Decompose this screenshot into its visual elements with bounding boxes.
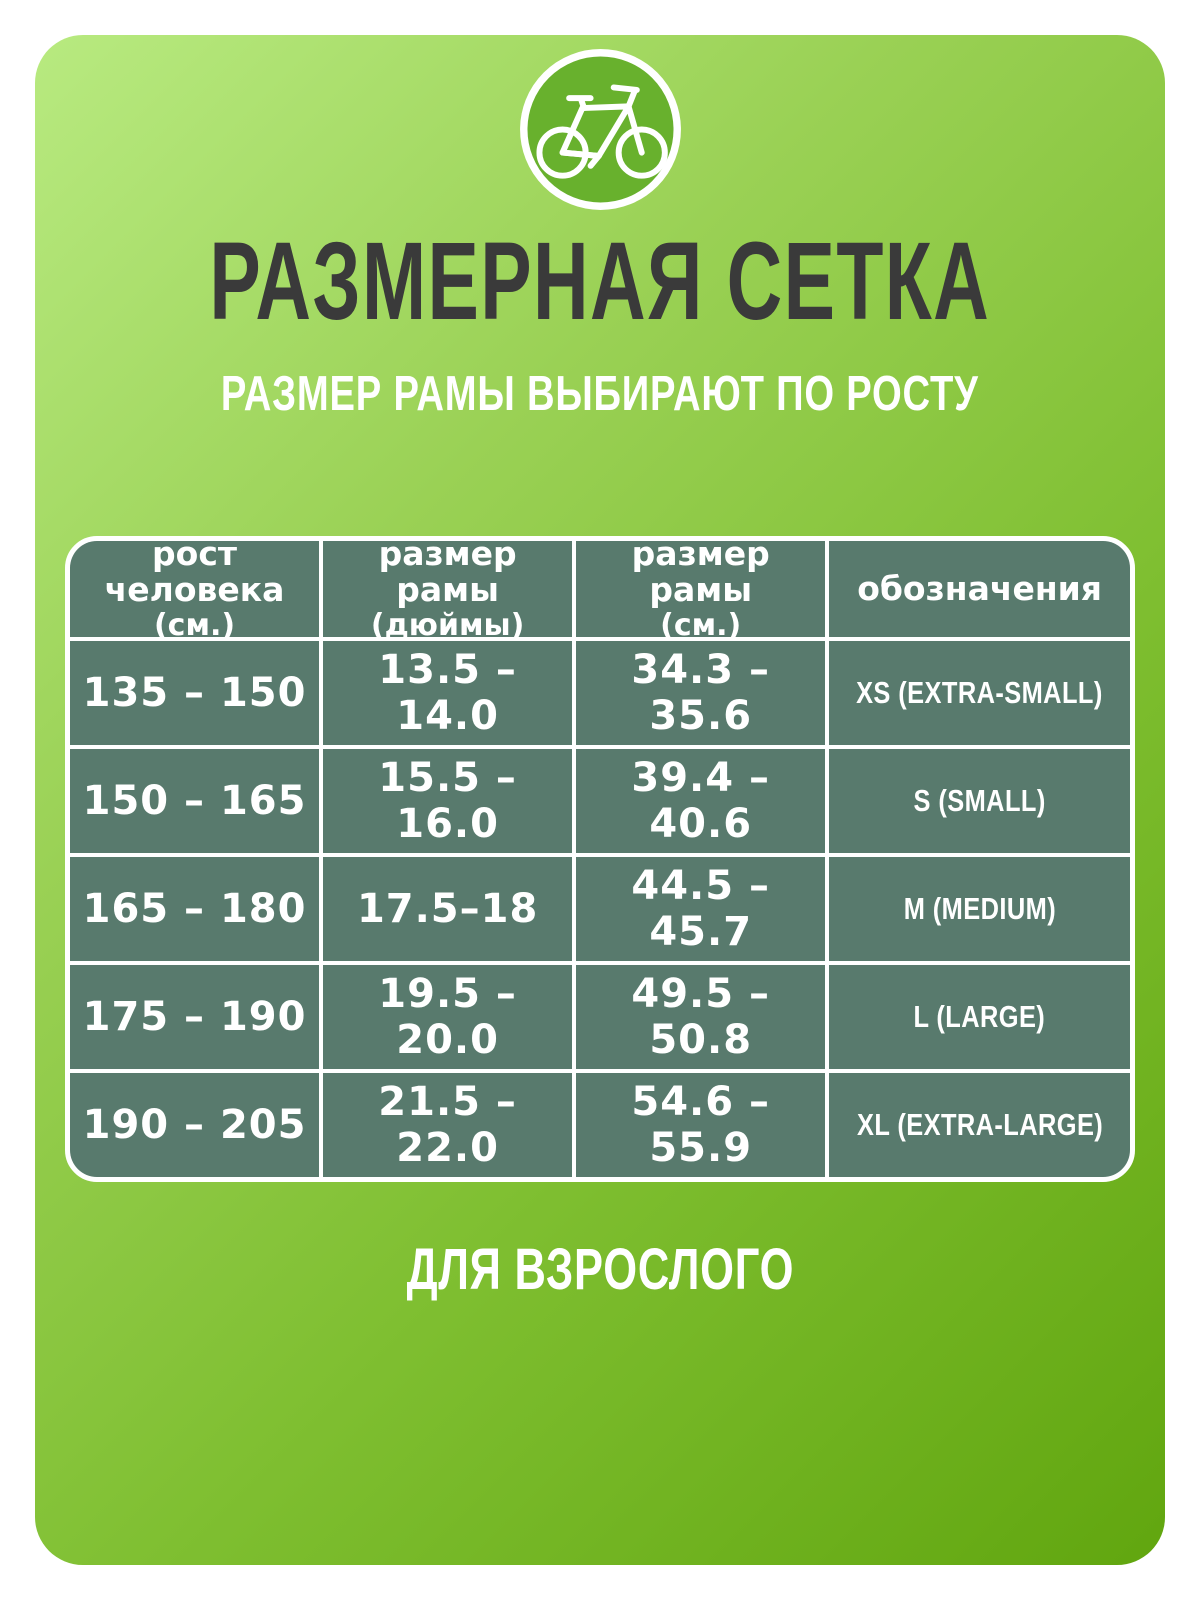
footer-label: ДЛЯ ВЗРОСЛОГО (406, 1237, 794, 1302)
header-line1: размер рамы (631, 536, 770, 609)
cell-frame-cm: 49.5 – 50.8 (576, 965, 826, 1069)
cell-frame-inches: 15.5 – 16.0 (323, 749, 573, 853)
cell-frame-inches: 19.5 – 20.0 (323, 965, 573, 1069)
header-designation: обозначения (829, 541, 1130, 637)
header-line2: (см.) (153, 608, 236, 643)
cell-frame-cm: 39.4 – 40.6 (576, 749, 826, 853)
header-line2: (дюймы) (370, 608, 525, 643)
page-title: РАЗМЕРНАЯ СЕТКА (209, 220, 991, 343)
cell-height-cm: 190 – 205 (70, 1073, 320, 1177)
title-row: РАЗМЕРНАЯ СЕТКА (35, 226, 1165, 338)
icon-area (35, 35, 1165, 212)
cell-height-cm: 165 – 180 (70, 857, 320, 961)
cell-frame-cm: 54.6 – 55.9 (576, 1073, 826, 1177)
size-chart-card: РАЗМЕРНАЯ СЕТКА РАЗМЕР РАМЫ ВЫБИРАЮТ ПО … (35, 35, 1165, 1565)
header-line1: размер рамы (378, 536, 517, 609)
cell-frame-inches: 17.5–18 (323, 857, 573, 961)
cell-frame-cm: 34.3 – 35.6 (576, 641, 826, 745)
bicycle-icon (518, 47, 683, 212)
subtitle-row: РАЗМЕР РАМЫ ВЫБИРАЮТ ПО РОСТУ (35, 368, 1165, 420)
size-table: рост человека (см.) размер рамы (дюймы) … (65, 536, 1135, 1182)
header-line2: (см.) (660, 608, 742, 643)
cell-size-label: L (LARGE) (829, 965, 1130, 1069)
cell-frame-inches: 21.5 – 22.0 (323, 1073, 573, 1177)
header-line1: рост человека (104, 536, 285, 609)
cell-frame-cm: 44.5 – 45.7 (576, 857, 826, 961)
cell-height-cm: 175 – 190 (70, 965, 320, 1069)
header-frame-cm: размер рамы (см.) (576, 541, 826, 642)
cell-size-label: XS (EXTRA-SMALL) (829, 641, 1130, 745)
cell-height-cm: 135 – 150 (70, 641, 320, 745)
page-subtitle: РАЗМЕР РАМЫ ВЫБИРАЮТ ПО РОСТУ (221, 367, 979, 421)
header-height-cm: рост человека (см.) (70, 541, 320, 642)
cell-size-label: M (MEDIUM) (829, 857, 1130, 961)
cell-size-label: XL (EXTRA-LARGE) (829, 1073, 1130, 1177)
cell-size-label: S (SMALL) (829, 749, 1130, 853)
cell-frame-inches: 13.5 – 14.0 (323, 641, 573, 745)
header-line1: обозначения (857, 569, 1102, 608)
header-frame-inches: размер рамы (дюймы) (323, 541, 573, 642)
footer-row: ДЛЯ ВЗРОСЛОГО (35, 1238, 1165, 1302)
cell-height-cm: 150 – 165 (70, 749, 320, 853)
